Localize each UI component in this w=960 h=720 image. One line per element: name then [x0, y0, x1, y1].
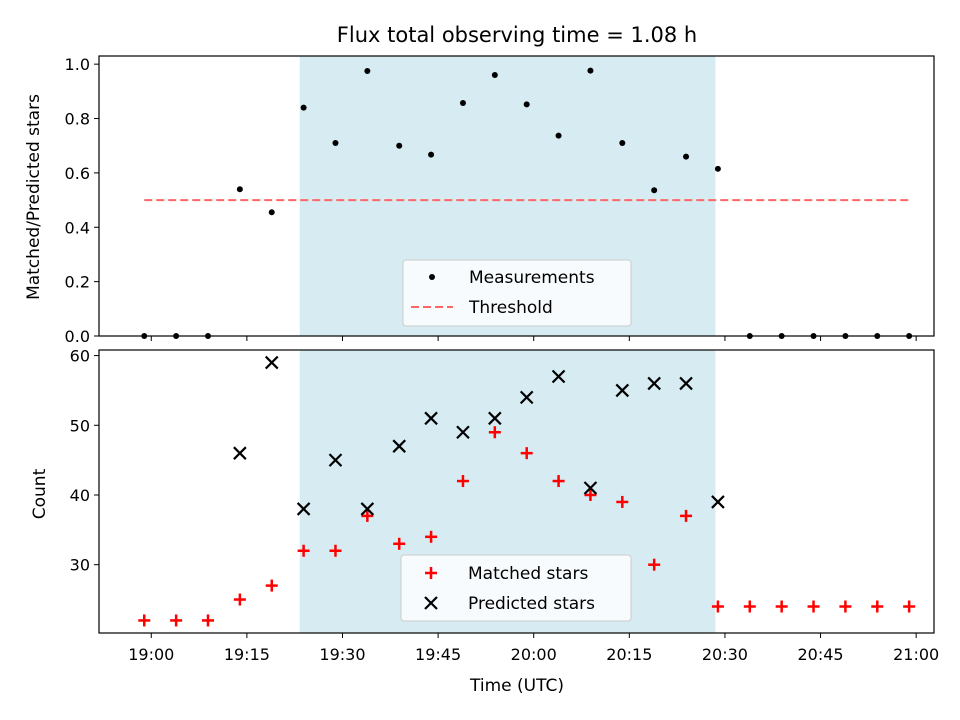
- measurement-point: [396, 142, 403, 149]
- predicted-star-point: [647, 376, 661, 391]
- top-panel: 0.0 0.2 0.4 0.6 0.8 1.0 Flux total observing …: [24, 23, 935, 346]
- measurement-point: [523, 101, 530, 108]
- top-y-axis-label: Matched/Predicted stars: [24, 94, 44, 300]
- matched-star-point: [170, 614, 183, 627]
- legend-threshold-label: Threshold: [468, 298, 553, 318]
- top-plot-area: 0.0 0.2 0.4 0.6 0.8 1.0: [65, 55, 935, 346]
- matched-star-point: [456, 475, 469, 488]
- matched-star-point: [775, 600, 788, 613]
- matched-star-point: [839, 600, 852, 613]
- measurement-point: [651, 187, 658, 194]
- axes-frame: [98, 55, 935, 337]
- matched-star-point: [138, 614, 151, 627]
- predicted-star-point: [456, 425, 470, 440]
- y-tick-label: 40: [70, 486, 90, 505]
- y-tick-label: 50: [70, 416, 90, 435]
- measurement-point: [491, 72, 498, 79]
- legend-matched-label: Matched stars: [468, 564, 588, 584]
- matched-star-point: [329, 544, 342, 557]
- measurement-point: [236, 186, 243, 193]
- x-tick-label: 21:00: [893, 645, 939, 664]
- y-tick-label: 0.2: [65, 273, 90, 292]
- y-tick-label: 0.0: [65, 327, 90, 346]
- y-tick-label: 30: [70, 556, 90, 575]
- bottom-legend: Matched stars Predicted stars: [400, 554, 632, 622]
- matched-star-point: [616, 495, 629, 508]
- predicted-star-point: [519, 390, 534, 405]
- x-tick-label: 19:45: [415, 645, 461, 664]
- top-legend-box: [402, 259, 632, 327]
- axes-frame: [98, 349, 935, 634]
- measurement-point: [683, 153, 690, 160]
- matched-star-point: [552, 475, 565, 488]
- predicted-star-point: [679, 376, 693, 391]
- y-tick-label: 60: [70, 347, 90, 366]
- matched-star-point: [361, 509, 374, 522]
- matched-star-point: [648, 558, 661, 571]
- measurement-point: [364, 67, 371, 74]
- matched-star-point: [584, 488, 597, 501]
- top-legend: Measurements Threshold: [402, 259, 632, 327]
- predicted-star-point: [424, 411, 438, 426]
- matched-star-point: [233, 593, 246, 606]
- legend-measurements-marker: [429, 274, 435, 280]
- matched-star-point: [520, 447, 533, 460]
- matched-star-point: [903, 600, 916, 613]
- legend-measurements-label: Measurements: [469, 268, 595, 288]
- bottom-y-axis-label: Count: [30, 468, 50, 519]
- x-tick-label: 20:30: [702, 645, 748, 664]
- bottom-panel: 30 40 50 60 19:00 19:15 19:30 19:45 20:00 20:15 20…: [30, 347, 939, 696]
- legend-predicted-label: Predicted stars: [468, 594, 595, 614]
- x-tick-label: 20:45: [797, 645, 843, 664]
- predicted-star-point: [233, 446, 247, 460]
- x-tick-label: 19:30: [319, 645, 365, 664]
- predicted-star-point: [328, 453, 343, 467]
- measurement-point: [714, 165, 721, 172]
- predicted-star-point: [296, 502, 311, 516]
- y-tick-label: 0.6: [65, 164, 90, 183]
- matched-star-point: [807, 600, 820, 613]
- y-tick-label: 1.0: [65, 55, 90, 74]
- legend-predicted-marker: [424, 596, 438, 610]
- x-tick-label: 20:15: [606, 645, 652, 664]
- x-axis-label: Time (UTC): [469, 676, 564, 696]
- matched-star-point: [488, 426, 501, 439]
- y-tick-label: 0.4: [65, 218, 90, 237]
- x-tick-label: 20:00: [511, 645, 557, 664]
- measurement-point: [555, 132, 562, 139]
- matched-star-point: [393, 537, 406, 550]
- y-tick-label: 0.8: [65, 110, 90, 129]
- predicted-star-point: [551, 369, 566, 384]
- legend-matched-marker: [425, 567, 437, 579]
- matched-star-point: [711, 600, 724, 613]
- predicted-star-point: [264, 355, 279, 370]
- matched-star-point: [743, 600, 756, 613]
- bottom-legend-box: [400, 554, 632, 622]
- predicted-star-point: [583, 481, 598, 495]
- measurement-point: [268, 209, 275, 216]
- predicted-star-point: [711, 495, 725, 509]
- chart-title: Flux total observing time = 1.08 h: [337, 23, 697, 47]
- matched-star-point: [297, 544, 310, 557]
- predicted-star-point: [392, 439, 406, 453]
- predicted-star-point: [360, 502, 375, 516]
- measurement-point: [587, 67, 594, 74]
- matched-star-point: [680, 509, 693, 522]
- measurement-point: [459, 100, 466, 107]
- matched-star-point: [871, 600, 884, 613]
- matched-star-point: [201, 614, 214, 627]
- predicted-star-point: [615, 383, 630, 398]
- measurement-point: [428, 151, 435, 158]
- x-tick-label: 19:00: [128, 645, 174, 664]
- measurement-point: [619, 139, 626, 146]
- matched-star-point: [265, 579, 278, 592]
- predicted-star-point: [488, 411, 502, 426]
- x-tick-label: 19:15: [224, 645, 270, 664]
- measurement-point: [332, 139, 339, 146]
- matched-star-point: [425, 530, 438, 543]
- measurement-point: [300, 104, 307, 111]
